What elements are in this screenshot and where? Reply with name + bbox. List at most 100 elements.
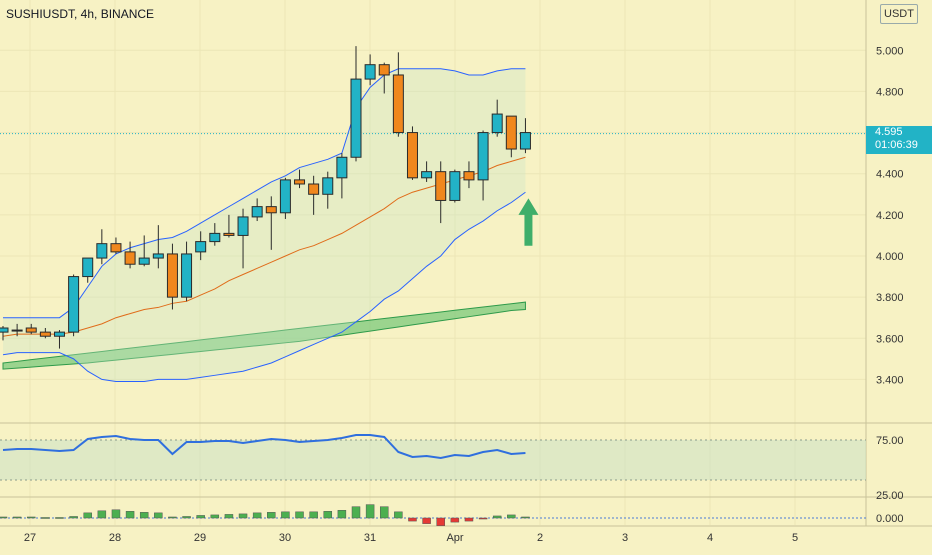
candle-body xyxy=(223,232,235,236)
candle-body xyxy=(364,64,376,80)
candle-body xyxy=(505,115,517,150)
macd-bar xyxy=(69,516,78,519)
macd-bar xyxy=(196,515,205,519)
rsi-line xyxy=(2,434,526,460)
candle-body xyxy=(237,216,249,236)
cloud-fill xyxy=(2,301,526,370)
macd-bar xyxy=(351,506,361,519)
macd-bar xyxy=(464,517,474,522)
time-tick-label: 2 xyxy=(537,532,543,544)
candle-body xyxy=(209,232,221,243)
time-tick-label: 5 xyxy=(792,532,798,544)
price-tick-label: 3.800 xyxy=(876,292,904,304)
macd-bar xyxy=(12,516,22,519)
price-tick-label: 3.400 xyxy=(876,374,904,386)
macd-bar xyxy=(252,512,262,519)
candle-body xyxy=(491,113,503,134)
macd-bar xyxy=(379,506,389,519)
candle-body xyxy=(378,64,390,76)
candle-body xyxy=(152,253,164,259)
up-arrow-shape xyxy=(518,198,539,246)
macd-bar xyxy=(125,511,135,519)
price-tick-label: 4.800 xyxy=(876,86,904,98)
currency-badge[interactable]: USDT xyxy=(880,4,918,24)
time-tick-label: 30 xyxy=(279,532,291,544)
candle-body xyxy=(11,329,23,332)
macd-bar xyxy=(182,516,191,519)
price-tick-label: 4.000 xyxy=(876,251,904,263)
macd-bar xyxy=(0,516,8,519)
grid-lines xyxy=(0,0,866,525)
price-tick-label: 3.600 xyxy=(876,333,904,345)
candlestick-series xyxy=(0,46,531,349)
symbol-title: SUSHIUSDT, 4h, BINANCE xyxy=(6,7,155,21)
time-tick-label: Apr xyxy=(446,532,463,544)
price-tick-label: 4.200 xyxy=(876,210,904,222)
time-tick-label: 4 xyxy=(707,532,713,544)
macd-bar xyxy=(111,509,121,519)
macd-bar xyxy=(450,517,460,523)
candle-body xyxy=(39,331,51,337)
price-tick-label: 5.000 xyxy=(876,45,904,57)
candle-body xyxy=(322,177,334,195)
candle-body xyxy=(294,179,306,185)
macd-bar xyxy=(295,511,304,519)
candle-body xyxy=(82,257,94,278)
macd-bar xyxy=(238,513,248,519)
candle-body xyxy=(25,327,37,333)
macd-bar xyxy=(210,514,220,519)
time-tick-label: 3 xyxy=(622,532,628,544)
bollinger-fill xyxy=(3,68,526,382)
time-tick-label: 28 xyxy=(109,532,121,544)
macd-bar xyxy=(41,517,50,519)
macd-histogram-pane xyxy=(0,504,866,526)
candle-body xyxy=(110,243,122,253)
last-price-tag: 4.595 01:06:39 xyxy=(866,126,932,154)
macd-bar xyxy=(139,512,149,519)
candle-body xyxy=(421,171,433,179)
candle-body xyxy=(68,276,80,333)
price-tick-label: 4.400 xyxy=(876,169,904,181)
macd-bar xyxy=(281,511,290,519)
candle-body xyxy=(406,132,418,179)
candle-body xyxy=(251,206,263,218)
bollinger-lower-line xyxy=(2,191,526,382)
macd-bar xyxy=(394,511,403,519)
price-axis-ticks: 5.0004.8004.6004.4004.2004.0003.8003.600… xyxy=(876,45,904,525)
macd-tick-label: 0.000 xyxy=(876,513,904,525)
macd-bar xyxy=(436,517,445,526)
macd-bar xyxy=(154,512,163,519)
up-arrow-icon xyxy=(518,198,539,246)
macd-bar xyxy=(83,512,92,519)
macd-bar xyxy=(408,517,417,522)
macd-bar xyxy=(507,514,516,519)
macd-bar xyxy=(422,517,431,524)
candle-body xyxy=(435,171,447,201)
candle-body xyxy=(463,171,475,181)
candle-body xyxy=(181,253,193,298)
last-price-value: 4.595 xyxy=(875,126,903,138)
candle-body xyxy=(449,171,461,201)
macd-bar xyxy=(55,517,64,519)
macd-bar xyxy=(267,512,276,519)
candle-body xyxy=(336,156,348,179)
candle-body xyxy=(308,183,320,195)
ichimoku-cloud xyxy=(2,301,526,370)
bar-countdown: 01:06:39 xyxy=(875,139,918,151)
rsi-band xyxy=(0,440,866,480)
time-tick-label: 27 xyxy=(24,532,36,544)
macd-bar xyxy=(323,511,333,519)
candle-body xyxy=(519,132,531,150)
rsi-tick-label: 25.00 xyxy=(876,490,904,502)
candle-body xyxy=(279,179,291,214)
macd-bar xyxy=(365,504,375,519)
macd-bar xyxy=(521,516,530,519)
candle-body xyxy=(138,257,150,265)
rsi-pane xyxy=(0,434,866,481)
macd-bar xyxy=(97,510,107,519)
candle-body xyxy=(53,331,65,337)
candle-body xyxy=(0,327,9,333)
macd-bar xyxy=(309,511,318,519)
